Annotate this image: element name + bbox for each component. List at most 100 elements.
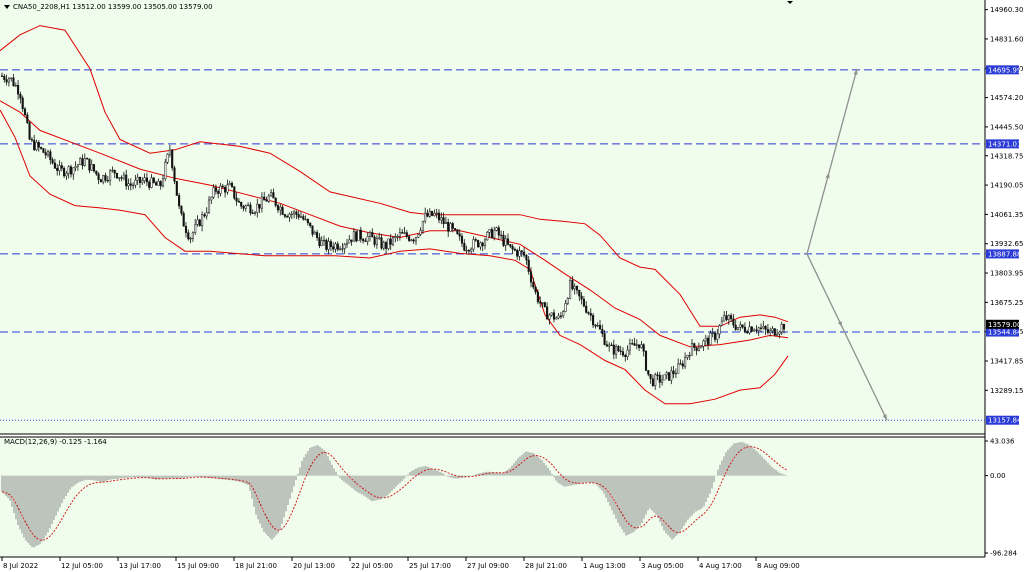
candle-body <box>44 152 47 156</box>
candle-body <box>95 170 98 175</box>
candle-body <box>532 281 535 288</box>
candle-body <box>19 93 22 99</box>
candle-body <box>244 205 247 209</box>
candle-body <box>86 158 89 160</box>
candle-body <box>53 162 56 169</box>
candle-body <box>562 311 565 317</box>
candle-body <box>766 329 769 333</box>
macd-signal-line <box>1 446 789 541</box>
candle-body <box>74 165 77 169</box>
candle-body <box>389 238 392 245</box>
candle-body <box>631 343 634 345</box>
candle-body <box>152 177 155 183</box>
bollinger-lower-line <box>0 109 789 405</box>
candle-body <box>626 349 629 357</box>
candle-body <box>396 236 399 238</box>
candle-body <box>180 205 183 214</box>
chart-shift-marker-icon[interactable] <box>787 1 793 4</box>
candle-body <box>161 178 165 187</box>
candle-body <box>700 346 703 349</box>
candle-body <box>207 199 211 213</box>
candle-body <box>191 232 194 239</box>
svg-text:13887.88: 13887.88 <box>988 250 1021 258</box>
candle-body <box>730 315 733 320</box>
candle-body <box>661 379 664 383</box>
candle-body <box>63 167 66 177</box>
candlesticks <box>0 72 786 390</box>
candle-body <box>76 164 79 167</box>
candle-body <box>527 259 530 272</box>
candle-body <box>332 246 335 250</box>
price-tick-label: 13675.25 <box>990 299 1023 307</box>
candle-body <box>490 229 493 239</box>
time-tick-label: 3 Aug 05:00 <box>641 562 684 570</box>
candle-body <box>30 139 33 141</box>
candle-body <box>481 242 484 246</box>
candle-body <box>247 204 250 207</box>
candle-body <box>90 164 93 171</box>
candle-body <box>463 243 466 251</box>
candle-body <box>17 85 20 95</box>
candle-body <box>585 305 588 313</box>
candle-body <box>401 232 404 234</box>
candle-body <box>410 239 413 241</box>
time-tick-label: 25 Jul 17:00 <box>409 562 451 570</box>
horizontal-levels <box>0 69 985 421</box>
candle-body <box>0 75 4 77</box>
candle-body <box>624 354 627 357</box>
svg-text:13579.00: 13579.00 <box>988 321 1021 329</box>
candle-body <box>168 149 171 155</box>
time-tick-label: 12 Jul 05:00 <box>61 562 103 570</box>
candle-body <box>408 236 411 241</box>
candle-body <box>435 212 438 215</box>
candle-body <box>157 181 160 186</box>
candle-body <box>224 186 227 193</box>
candle-body <box>479 242 482 248</box>
candle-body <box>428 210 431 217</box>
candle-body <box>555 317 558 320</box>
candle-body <box>651 378 654 386</box>
candle-body <box>366 236 369 242</box>
candle-body <box>127 183 130 187</box>
candle-body <box>449 223 452 232</box>
forecast-arrow-line[interactable] <box>806 253 888 421</box>
candle-body <box>373 236 376 245</box>
candle-body <box>352 231 355 242</box>
svg-text:14371.01: 14371.01 <box>988 140 1021 148</box>
candle-body <box>12 77 15 87</box>
candle-body <box>138 176 142 183</box>
candle-body <box>92 164 96 172</box>
candle-body <box>516 250 519 257</box>
candle-body <box>470 248 473 252</box>
candle-body <box>447 222 450 232</box>
candle-body <box>460 235 464 244</box>
candle-body <box>605 344 608 347</box>
candle-body <box>681 363 684 367</box>
candle-body <box>633 343 636 346</box>
candle-body <box>718 325 721 335</box>
candle-body <box>253 212 257 214</box>
candle-body <box>548 314 551 320</box>
candle-body <box>355 231 358 242</box>
candle-body <box>647 370 650 375</box>
candle-body <box>145 177 148 183</box>
candle-body <box>136 176 139 181</box>
price-axis-area <box>985 0 1024 572</box>
candle-body <box>345 242 349 245</box>
candle-body <box>166 153 169 163</box>
forecast-arrow-line[interactable] <box>806 68 858 255</box>
collapse-triangle-icon[interactable] <box>4 5 10 9</box>
candle-body <box>573 285 576 290</box>
candle-body <box>465 250 468 252</box>
candle-body <box>320 240 323 246</box>
candle-body <box>419 230 422 235</box>
level-price-tag: 13544.84 <box>986 327 1022 337</box>
candle-body <box>589 313 592 316</box>
candle-body <box>235 197 238 202</box>
candle-body <box>546 306 549 320</box>
candle-body <box>311 225 314 235</box>
candle-body <box>529 271 533 283</box>
candle-body <box>267 195 270 202</box>
candle-body <box>658 374 661 383</box>
candle-body <box>638 344 641 348</box>
